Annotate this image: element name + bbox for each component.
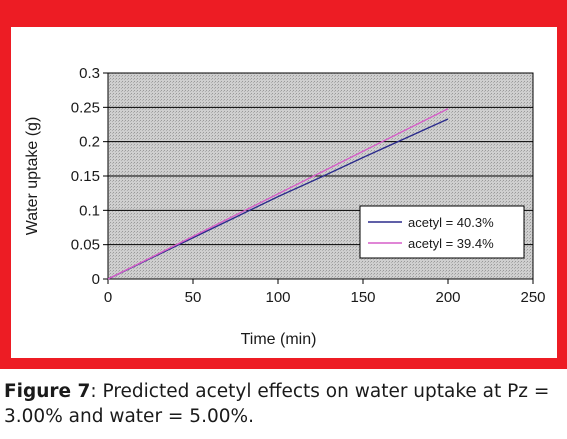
y-tick-label: 0.1 (79, 202, 100, 219)
y-tick-label: 0.3 (79, 65, 100, 82)
x-tick-label: 200 (435, 289, 460, 306)
x-tick-label: 100 (265, 289, 290, 306)
x-axis-label: Time (min) (241, 331, 317, 348)
caption-label: Figure 7 (4, 381, 91, 402)
plot-border (107, 72, 534, 280)
chart-panel: 0 0.05 0.1 0.15 0.2 0.25 0.3 0 50 100 150 200 250 ac… (11, 27, 557, 358)
line-chart: 0 0.05 0.1 0.15 0.2 0.25 0.3 0 50 100 150 200 250 ac… (24, 65, 546, 348)
y-tick-label: 0.2 (79, 134, 100, 151)
y-tick-label: 0.25 (71, 99, 100, 116)
red-frame: 0 0.05 0.1 0.15 0.2 0.25 0.3 0 50 100 150 200 250 ac… (0, 0, 567, 369)
x-tick-label: 250 (520, 289, 545, 306)
series-line-1 (107, 118, 449, 280)
figure-caption: Figure 7: Predicted acetyl effects on wa… (4, 379, 563, 429)
x-tick-label: 50 (185, 289, 202, 306)
y-tick-label: 0 (92, 271, 100, 288)
x-tick-label: 0 (104, 289, 112, 306)
y-axis-label: Water uptake (g) (24, 117, 41, 236)
legend-label: acetyl = 39.4% (408, 236, 494, 251)
legend-box (359, 205, 525, 259)
x-tick-label: 150 (350, 289, 375, 306)
series-line-2 (107, 108, 449, 280)
y-tick-label: 0.15 (71, 168, 100, 185)
caption-text: : Predicted acetyl effects on water upta… (4, 381, 550, 427)
legend-label: acetyl = 40.3% (408, 215, 494, 230)
y-tick-label: 0.05 (71, 237, 100, 254)
